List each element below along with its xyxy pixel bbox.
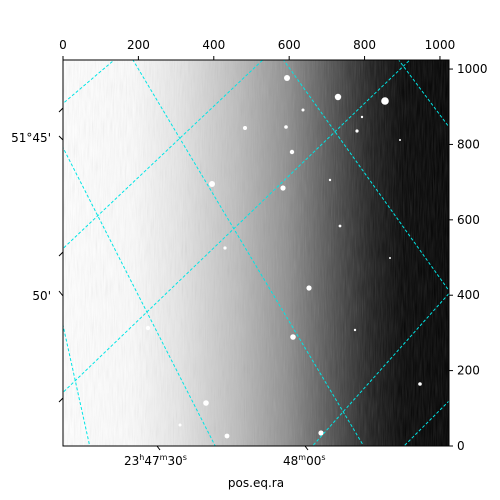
right-tick-label-600: 600	[457, 213, 480, 227]
star-2	[381, 97, 389, 105]
star-0	[284, 75, 290, 81]
right-tick-label-800: 800	[457, 137, 480, 151]
right-y-axis: 0 200 400 600 800 1000	[449, 62, 488, 453]
top-tick-label-200: 200	[127, 38, 150, 52]
star-23	[353, 328, 357, 332]
ra-tick-label-1: 23h47m30s	[124, 453, 187, 468]
dec-tick-left-5	[58, 107, 64, 113]
grid-line-2	[132, 60, 365, 446]
top-tick-label-600: 600	[278, 38, 301, 52]
stars	[145, 75, 422, 439]
right-tick-label-200: 200	[457, 364, 480, 378]
star-14	[203, 400, 209, 406]
star-8	[301, 108, 305, 112]
right-tick-label-1000: 1000	[457, 62, 488, 76]
top-x-axis: 0 200 400 600 800 1000	[59, 38, 455, 60]
dec-tick-label-2: 50'	[32, 289, 51, 303]
dec-tick-left-4	[58, 397, 64, 403]
star-15	[224, 433, 230, 439]
star-24	[389, 257, 391, 259]
star-18	[178, 423, 182, 427]
grid-line-7	[63, 60, 411, 394]
star-1	[334, 93, 342, 101]
top-tick-label-400: 400	[202, 38, 225, 52]
sky-image	[63, 60, 449, 446]
top-tick-label-0: 0	[59, 38, 67, 52]
grid-line-3	[282, 60, 449, 292]
star-12	[290, 334, 296, 340]
top-tick-label-800: 800	[353, 38, 376, 52]
star-17	[418, 382, 422, 386]
dec-tick-left-2	[58, 290, 64, 297]
star-7	[280, 185, 286, 191]
world-axis-ticks	[58, 107, 309, 451]
star-21	[328, 178, 332, 182]
right-tick-label-0: 0	[457, 439, 465, 453]
top-tick-label-1000: 1000	[425, 38, 456, 52]
plot-frame	[62, 59, 450, 447]
dec-tick-left-3	[58, 251, 64, 257]
grid-line-1	[63, 322, 91, 446]
dec-tick-label-1: 51°45'	[11, 131, 51, 145]
coordinate-grid	[63, 60, 449, 446]
star-10	[223, 246, 227, 250]
star-11	[306, 285, 312, 291]
grid-line-4	[398, 60, 449, 128]
right-tick-label-400: 400	[457, 288, 480, 302]
ra-tick-2	[304, 445, 309, 451]
star-22	[399, 139, 401, 141]
ra-tick-1	[156, 445, 161, 451]
star-19	[360, 115, 364, 119]
star-20	[338, 224, 342, 228]
grid-line-8	[311, 292, 449, 446]
star-13	[145, 325, 151, 331]
grid-line-6	[63, 60, 264, 250]
star-3	[243, 126, 247, 130]
dec-tick-left-1	[58, 135, 64, 141]
x-axis-label: pos.eq.ra	[228, 476, 284, 490]
ra-tick-label-2: 48m00s	[283, 453, 326, 468]
star-5	[289, 149, 295, 155]
star-6	[209, 181, 215, 187]
star-9	[355, 129, 359, 133]
star-16	[318, 430, 324, 436]
star-4	[284, 125, 288, 129]
